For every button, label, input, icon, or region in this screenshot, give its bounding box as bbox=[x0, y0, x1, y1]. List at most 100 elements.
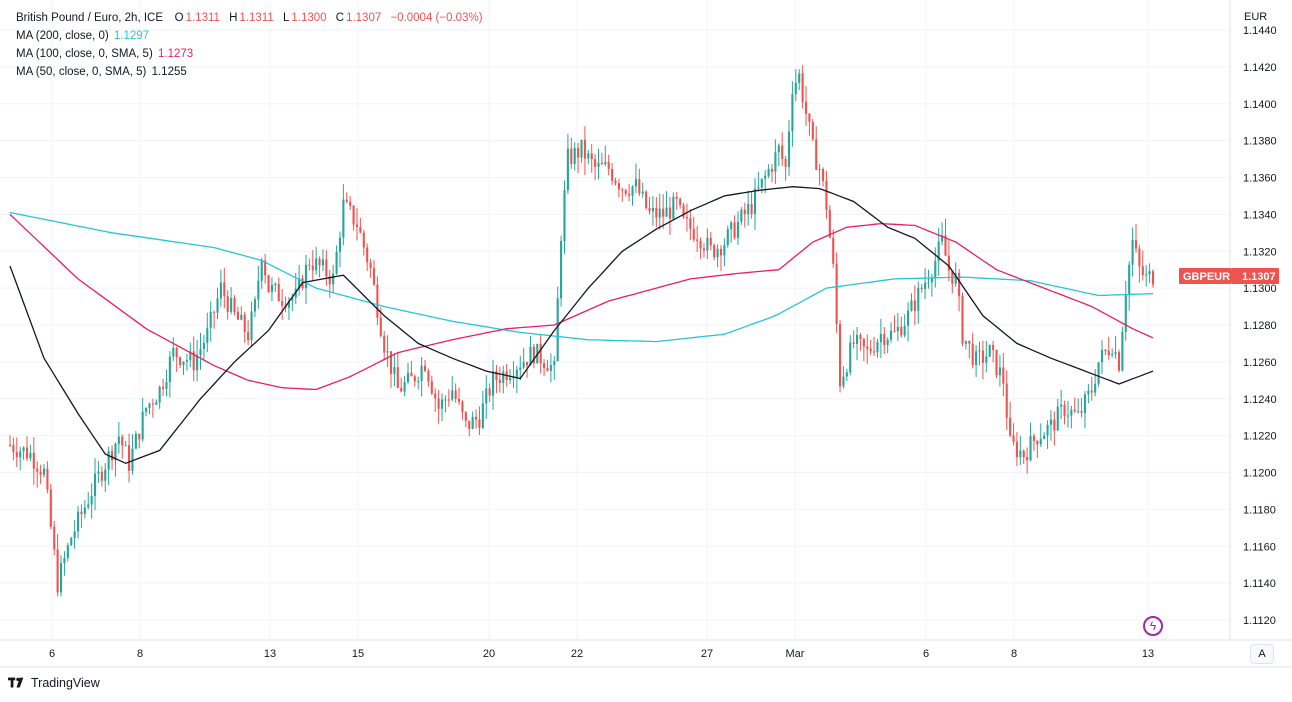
candle bbox=[383, 330, 386, 360]
candle bbox=[46, 461, 49, 494]
candle bbox=[406, 362, 410, 385]
tradingview-logo-icon bbox=[8, 677, 24, 688]
candle bbox=[199, 332, 202, 370]
candle bbox=[760, 178, 763, 194]
candle bbox=[213, 310, 216, 329]
candle bbox=[580, 139, 583, 163]
candle bbox=[491, 359, 495, 410]
candle bbox=[138, 433, 141, 449]
candle bbox=[719, 245, 723, 272]
candle bbox=[29, 444, 32, 462]
candle bbox=[233, 295, 236, 316]
candle bbox=[162, 378, 165, 396]
candle bbox=[444, 395, 447, 413]
candle bbox=[1053, 411, 1056, 446]
candle bbox=[1015, 432, 1018, 467]
candle bbox=[131, 434, 134, 475]
legend-ma50-row[interactable]: MA (50, close, 0, SMA, 5) 1.1255 bbox=[16, 63, 489, 81]
candle bbox=[148, 402, 151, 415]
candles-group bbox=[8, 65, 1155, 597]
candle bbox=[934, 247, 937, 288]
candle bbox=[454, 383, 457, 403]
candle bbox=[1128, 261, 1131, 311]
candle bbox=[954, 262, 957, 287]
candle bbox=[121, 434, 124, 459]
candle bbox=[141, 397, 144, 442]
candle bbox=[104, 463, 107, 493]
tradingview-branding[interactable]: TradingView bbox=[8, 676, 100, 690]
candle bbox=[321, 249, 325, 272]
candle bbox=[464, 411, 467, 428]
candle bbox=[825, 170, 828, 219]
candle bbox=[597, 148, 600, 180]
candle bbox=[583, 126, 586, 175]
candle bbox=[855, 327, 859, 361]
legend-low-value: 1.1300 bbox=[291, 12, 327, 24]
candle bbox=[311, 250, 314, 281]
candle bbox=[641, 182, 644, 198]
candle bbox=[566, 133, 569, 195]
candle bbox=[366, 243, 369, 272]
candle bbox=[600, 152, 603, 165]
candle bbox=[420, 357, 423, 397]
lightning-bolt-icon[interactable]: ϟ bbox=[1143, 616, 1163, 636]
candle bbox=[1073, 397, 1076, 414]
candle bbox=[828, 205, 831, 239]
candle bbox=[145, 407, 148, 417]
candle bbox=[257, 265, 260, 309]
candle bbox=[15, 437, 18, 468]
candle bbox=[866, 334, 869, 364]
candle bbox=[577, 142, 580, 173]
candle bbox=[787, 119, 791, 176]
candle bbox=[842, 366, 845, 389]
candle bbox=[570, 137, 573, 169]
auto-scale-button[interactable]: A bbox=[1250, 644, 1274, 664]
candle bbox=[349, 195, 352, 210]
price-tick-label: 1.1400 bbox=[1243, 99, 1277, 111]
candle bbox=[359, 218, 362, 234]
candle bbox=[903, 314, 906, 338]
candle bbox=[165, 369, 168, 397]
candle bbox=[995, 349, 998, 379]
candle bbox=[277, 277, 280, 302]
candle bbox=[662, 194, 665, 229]
legend-symbol[interactable]: British Pound / Euro, 2h, ICE bbox=[16, 12, 164, 24]
candle bbox=[189, 342, 192, 368]
candle bbox=[832, 229, 835, 268]
candle bbox=[1131, 227, 1134, 277]
candle bbox=[515, 365, 518, 394]
time-tick-label: 6 bbox=[923, 648, 929, 660]
candle bbox=[750, 191, 753, 219]
candle bbox=[206, 312, 209, 353]
candle bbox=[270, 277, 273, 302]
candle bbox=[961, 292, 964, 347]
candle bbox=[447, 389, 450, 407]
legend-ma100-row[interactable]: MA (100, close, 0, SMA, 5) 1.1273 bbox=[16, 45, 489, 63]
candle bbox=[393, 352, 396, 387]
candle bbox=[1138, 244, 1141, 283]
candle bbox=[553, 356, 556, 380]
candle bbox=[781, 132, 784, 166]
currency-label: EUR bbox=[1244, 11, 1267, 23]
candle bbox=[175, 346, 178, 372]
candle bbox=[1009, 401, 1012, 438]
candle bbox=[362, 229, 365, 256]
legend-high-label: H bbox=[229, 12, 238, 24]
candle bbox=[890, 322, 893, 343]
candle bbox=[355, 208, 359, 241]
candle bbox=[529, 335, 532, 366]
candle bbox=[488, 383, 491, 402]
candle bbox=[930, 273, 933, 297]
legend-ma200-row[interactable]: MA (200, close, 0) 1.1297 bbox=[16, 27, 489, 45]
candle bbox=[1134, 223, 1138, 253]
candle bbox=[808, 113, 811, 136]
candle bbox=[624, 189, 627, 197]
candle bbox=[733, 215, 736, 240]
candle bbox=[134, 431, 137, 450]
candle bbox=[158, 385, 161, 409]
candle bbox=[519, 355, 522, 381]
candle bbox=[434, 388, 437, 412]
candle bbox=[107, 446, 110, 486]
